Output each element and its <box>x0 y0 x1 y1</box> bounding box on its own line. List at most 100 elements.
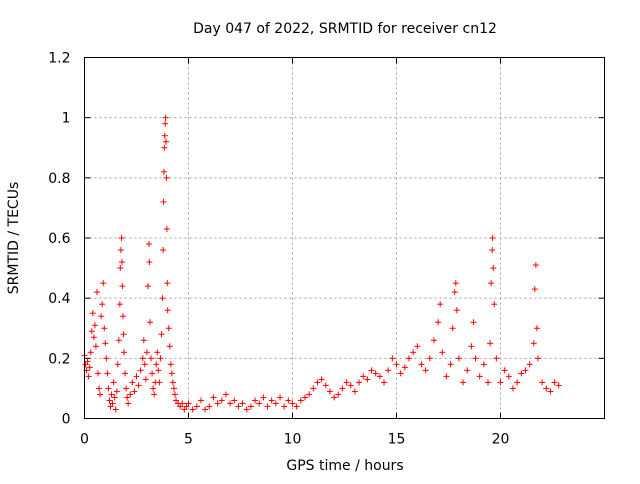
data-point <box>252 397 259 404</box>
data-point <box>151 391 158 398</box>
data-point <box>522 367 529 374</box>
y-tick-label: 0 <box>62 412 71 428</box>
data-point <box>272 400 279 407</box>
data-point <box>480 361 487 368</box>
data-point <box>449 325 456 332</box>
data-point <box>163 225 170 232</box>
data-point <box>268 397 275 404</box>
data-point <box>164 280 171 287</box>
data-point <box>530 340 537 347</box>
data-point <box>162 114 169 121</box>
data-point <box>131 388 138 395</box>
data-point <box>98 313 105 320</box>
data-point <box>91 322 98 329</box>
y-tick-label: 0.6 <box>48 231 70 247</box>
data-point <box>410 349 417 356</box>
data-point <box>531 286 538 293</box>
data-point <box>533 325 540 332</box>
data-point <box>111 394 118 401</box>
data-point <box>426 355 433 362</box>
data-point <box>89 310 96 317</box>
data-point <box>164 307 171 314</box>
data-point <box>476 373 483 380</box>
data-point <box>437 301 444 308</box>
data-point <box>96 385 103 392</box>
data-point <box>104 370 111 377</box>
data-point <box>163 138 170 145</box>
data-point <box>210 394 217 401</box>
data-point <box>532 262 539 269</box>
grid <box>84 57 605 419</box>
data-point <box>169 379 176 386</box>
data-point <box>555 382 562 389</box>
data-point <box>509 385 516 392</box>
data-point <box>418 361 425 368</box>
data-point <box>501 367 508 374</box>
data-point <box>414 343 421 350</box>
data-point <box>289 400 296 407</box>
data-point <box>147 319 154 326</box>
data-point <box>90 334 97 341</box>
plot-frame <box>84 57 605 419</box>
data-point <box>460 379 467 386</box>
data-point <box>117 265 124 272</box>
data-point <box>193 403 200 410</box>
data-point <box>145 241 152 248</box>
data-point <box>385 367 392 374</box>
data-point <box>526 361 533 368</box>
x-tick-label: 15 <box>388 432 406 448</box>
y-tick-label: 0.4 <box>48 291 70 307</box>
data-points <box>81 114 562 413</box>
data-point <box>154 349 161 356</box>
data-point <box>435 319 442 326</box>
data-point <box>146 259 153 266</box>
data-point <box>218 397 225 404</box>
data-point <box>551 379 558 386</box>
data-point <box>306 391 313 398</box>
data-point <box>514 379 521 386</box>
x-tick-label: 20 <box>492 432 510 448</box>
data-point <box>118 235 125 241</box>
data-point <box>247 403 254 410</box>
data-point <box>165 325 172 332</box>
data-point <box>87 349 94 356</box>
data-point <box>166 343 173 350</box>
data-point <box>112 406 119 413</box>
data-point <box>489 235 496 241</box>
data-point <box>85 373 92 380</box>
data-point <box>127 391 134 398</box>
data-point <box>331 394 338 401</box>
data-point <box>239 400 246 407</box>
data-point <box>505 373 512 380</box>
data-point <box>161 132 168 139</box>
data-point <box>318 376 325 383</box>
x-tick-label: 0 <box>80 432 89 448</box>
data-point <box>119 313 126 320</box>
x-tick-label: 5 <box>184 432 193 448</box>
data-point <box>547 388 554 395</box>
data-point <box>260 394 267 401</box>
data-point <box>109 400 116 407</box>
data-point <box>117 247 124 254</box>
data-point <box>173 397 180 404</box>
data-point <box>264 403 271 410</box>
data-point <box>322 382 329 389</box>
data-point <box>161 144 168 151</box>
data-point <box>301 394 308 401</box>
data-point <box>95 370 102 377</box>
data-point <box>153 361 160 368</box>
data-point <box>150 385 157 392</box>
data-point <box>170 385 177 392</box>
data-point <box>422 367 429 374</box>
data-point <box>142 376 149 383</box>
data-point <box>356 379 363 386</box>
data-point <box>144 283 151 290</box>
data-point <box>314 379 321 386</box>
data-point <box>159 295 166 302</box>
data-point <box>534 355 541 362</box>
data-point <box>84 358 91 365</box>
data-point <box>227 400 234 407</box>
data-point <box>401 364 408 371</box>
data-point <box>497 379 504 386</box>
data-point <box>163 174 170 181</box>
